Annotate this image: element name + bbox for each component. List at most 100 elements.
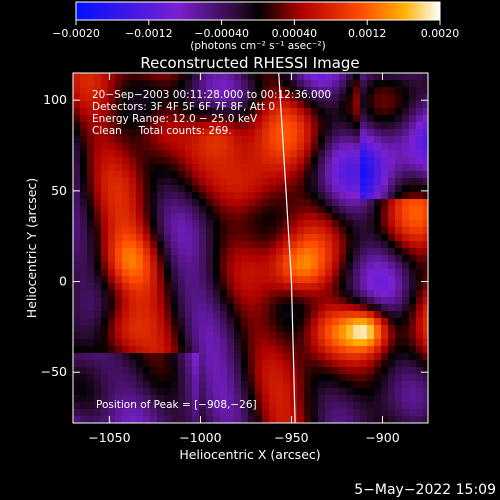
image-cell [164, 220, 171, 227]
image-cell [150, 185, 157, 192]
image-cell [318, 192, 325, 199]
image-cell [115, 199, 122, 206]
image-cell [241, 276, 248, 283]
image-cell [143, 304, 150, 311]
image-cell [360, 311, 367, 318]
image-cell [94, 381, 101, 388]
image-cell [213, 360, 220, 367]
image-cell [122, 325, 129, 332]
image-cell [213, 283, 220, 290]
image-cell [423, 108, 428, 115]
image-cell [178, 115, 185, 122]
image-cell [416, 304, 423, 311]
image-cell [213, 325, 220, 332]
image-cell [108, 276, 115, 283]
image-cell [157, 192, 164, 199]
image-cell [129, 402, 136, 409]
image-cell [241, 374, 248, 381]
image-cell [290, 311, 297, 318]
image-cell [304, 325, 311, 332]
image-cell [80, 269, 87, 276]
image-cell [402, 164, 409, 171]
image-cell [339, 129, 346, 136]
image-cell [388, 80, 395, 87]
image-cell [339, 269, 346, 276]
image-cell [262, 213, 269, 220]
image-cell [80, 262, 87, 269]
image-cell [87, 150, 94, 157]
image-cell [346, 381, 353, 388]
image-cell [402, 206, 409, 213]
image-cell [353, 101, 360, 108]
image-cell [304, 171, 311, 178]
image-cell [122, 283, 129, 290]
image-cell [353, 381, 360, 388]
image-cell [80, 283, 87, 290]
image-cell [87, 178, 94, 185]
image-cell [304, 108, 311, 115]
image-cell [73, 367, 80, 374]
image-cell [171, 199, 178, 206]
image-cell [185, 304, 192, 311]
image-cell [304, 129, 311, 136]
image-cell [290, 164, 297, 171]
image-cell [325, 353, 332, 360]
image-cell [80, 353, 87, 360]
image-cell [87, 416, 94, 423]
x-tick-label: −1000 [179, 430, 221, 445]
image-cell [262, 311, 269, 318]
image-cell [360, 318, 367, 325]
image-cell [353, 416, 360, 423]
image-cell [339, 206, 346, 213]
image-cell [311, 206, 318, 213]
image-cell [353, 276, 360, 283]
image-cell [101, 276, 108, 283]
image-cell [283, 241, 290, 248]
image-cell [87, 304, 94, 311]
image-cell [374, 227, 381, 234]
image-cell [318, 157, 325, 164]
image-cell [150, 108, 157, 115]
image-cell [402, 73, 409, 80]
image-cell [115, 164, 122, 171]
image-cell [157, 199, 164, 206]
image-cell [374, 416, 381, 423]
image-cell [171, 325, 178, 332]
image-cell [360, 185, 367, 192]
image-cell [339, 115, 346, 122]
image-cell [122, 94, 129, 101]
image-cell [346, 136, 353, 143]
image-cell [122, 108, 129, 115]
image-cell [409, 199, 416, 206]
image-cell [101, 353, 108, 360]
image-cell [164, 115, 171, 122]
image-cell [108, 178, 115, 185]
image-cell [269, 129, 276, 136]
image-cell [108, 255, 115, 262]
image-cell [276, 395, 283, 402]
image-cell [339, 150, 346, 157]
image-cell [409, 171, 416, 178]
image-cell [360, 255, 367, 262]
image-cell [241, 192, 248, 199]
image-cell [80, 402, 87, 409]
image-cell [178, 332, 185, 339]
image-cell [136, 150, 143, 157]
image-cell [80, 87, 87, 94]
image-cell [80, 388, 87, 395]
image-cell [241, 353, 248, 360]
image-cell [311, 115, 318, 122]
image-cell [290, 115, 297, 122]
image-cell [213, 87, 220, 94]
image-cell [192, 283, 199, 290]
image-cell [108, 164, 115, 171]
image-cell [346, 416, 353, 423]
image-cell [262, 136, 269, 143]
image-cell [367, 283, 374, 290]
image-cell [416, 374, 423, 381]
image-cell [241, 416, 248, 423]
image-cell [150, 101, 157, 108]
image-cell [192, 192, 199, 199]
image-cell [241, 108, 248, 115]
image-cell [395, 416, 402, 423]
